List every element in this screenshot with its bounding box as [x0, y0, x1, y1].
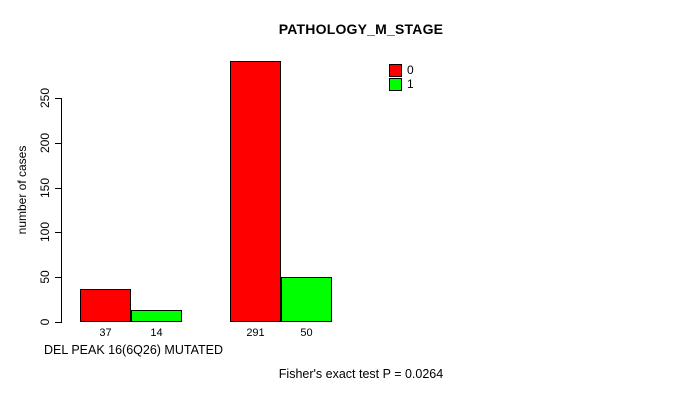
- y-axis-tick-label: 0: [38, 318, 52, 326]
- annotation-text: Fisher's exact test P = 0.0264: [278, 367, 444, 381]
- bar-value-label: 14: [150, 327, 163, 339]
- bar-value-label: 291: [246, 327, 265, 339]
- legend-item-1: 1: [389, 78, 414, 91]
- legend-swatch-icon: [389, 64, 402, 77]
- y-axis-tick: [55, 188, 61, 189]
- legend-swatch-icon: [389, 78, 402, 91]
- y-axis-tick: [55, 143, 61, 144]
- chart-title: PATHOLOGY_M_STAGE: [278, 21, 444, 37]
- y-axis-tick: [55, 232, 61, 233]
- bar-1-group-2: [281, 277, 332, 322]
- bar-0-group-2: [230, 61, 281, 322]
- y-axis-tick-label: 50: [38, 270, 52, 284]
- y-axis-line: [61, 98, 62, 323]
- bar-1-group-1: [131, 309, 182, 322]
- y-axis-tick: [55, 98, 61, 99]
- bar-0-group-1: [80, 288, 131, 322]
- x-axis-label: DEL PEAK 16(6Q26) MUTATED: [44, 343, 223, 357]
- legend-label: 1: [407, 77, 414, 91]
- y-axis-tick-label: 250: [38, 87, 52, 109]
- y-axis-label: number of cases: [15, 145, 29, 235]
- legend-label: 0: [407, 63, 414, 77]
- legend-item-0: 0: [389, 64, 414, 77]
- y-axis-tick-label: 150: [38, 177, 52, 199]
- bar-value-label: 50: [300, 327, 313, 339]
- y-axis-tick: [55, 322, 61, 323]
- y-axis-tick: [55, 277, 61, 278]
- y-axis-tick-label: 100: [38, 221, 52, 243]
- bar-value-label: 37: [99, 327, 112, 339]
- y-axis-tick-label: 200: [38, 132, 52, 154]
